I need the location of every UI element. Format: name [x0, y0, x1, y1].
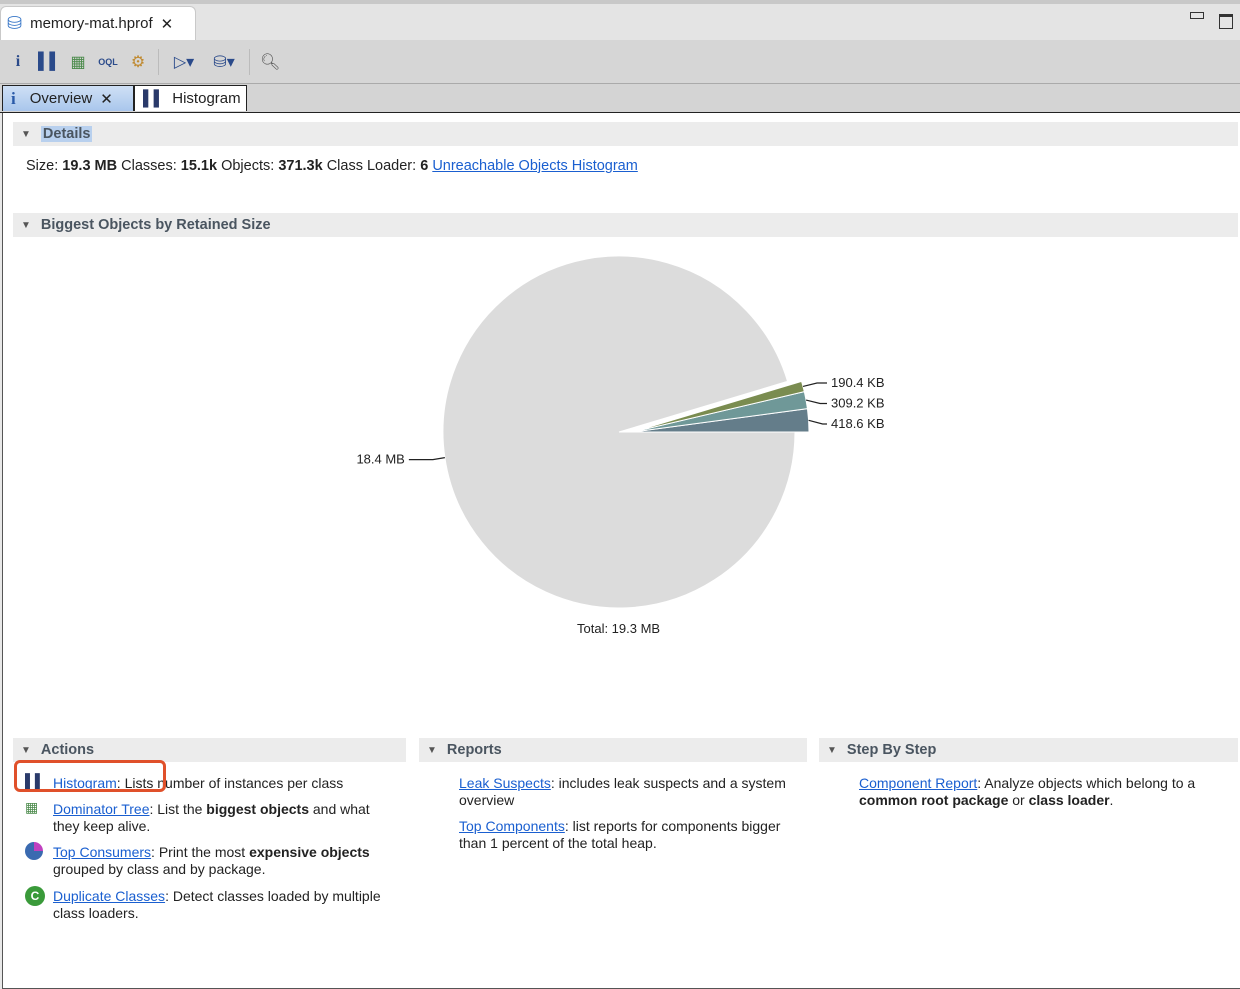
section-title: Biggest Objects by Retained Size — [40, 217, 271, 233]
info-icon[interactable]: i — [15, 52, 21, 70]
editor-tabs: i Overview ✕ ▌▌ Histogram — [0, 84, 1240, 113]
tab-overview[interactable]: i Overview ✕ — [2, 85, 134, 111]
pie-leader-line — [408, 457, 445, 461]
info-icon: i — [11, 88, 16, 108]
pie-chart: 418.6 KB 309.2 KB 190.4 KB 18.4 MB — [356, 255, 885, 609]
pie-slice — [442, 255, 796, 609]
collapse-triangle-icon[interactable]: ▼ — [21, 219, 31, 231]
step-by-step-header[interactable]: ▼ Step By Step — [819, 738, 1238, 762]
pie-leader-line — [802, 382, 827, 388]
section-title: Details — [40, 126, 93, 142]
histogram-icon[interactable]: ▌▌ — [38, 52, 61, 70]
top-consumers-link[interactable]: Top Consumers — [53, 844, 152, 860]
toolbar-separator — [249, 48, 250, 75]
heap-dump-dropdown-icon[interactable]: ⛁▾ — [213, 53, 235, 71]
minimize-button[interactable] — [1190, 12, 1204, 19]
actions-header[interactable]: ▼ Actions — [13, 738, 406, 762]
biggest-objects-header[interactable]: ▼ Biggest Objects by Retained Size — [13, 213, 1238, 237]
action-top-consumers: Top Consumers: Print the most expensive … — [25, 842, 398, 878]
collapse-triangle-icon[interactable]: ▼ — [427, 744, 437, 756]
toolbar-separator — [158, 48, 159, 75]
maximize-button[interactable] — [1219, 14, 1233, 29]
pie-leader-line — [808, 419, 827, 425]
dominator-tree-link[interactable]: Dominator Tree — [53, 801, 150, 817]
file-tab[interactable]: ⛁ memory-mat.hprof ✕ — [0, 6, 196, 40]
reports-header[interactable]: ▼ Reports — [419, 738, 807, 762]
tab-histogram[interactable]: ▌▌ Histogram — [134, 85, 247, 111]
collapse-triangle-icon[interactable]: ▼ — [21, 128, 31, 140]
pie-total-label: Total: 19.3 MB — [577, 621, 661, 636]
unreachable-objects-link[interactable]: Unreachable Objects Histogram — [432, 158, 638, 174]
pie-slice-label: 309.2 KB — [831, 396, 885, 411]
toolbar: i ▌▌ ▦ OQL ⚙ ▷▾ ⛁▾ 🔍︎ — [0, 40, 1240, 84]
tab-label: Histogram — [172, 90, 241, 107]
search-icon[interactable]: 🔍︎ — [260, 53, 281, 71]
database-icon: ⛁ — [7, 13, 23, 33]
file-tab-bar — [0, 4, 1240, 40]
close-icon[interactable]: ✕ — [160, 15, 174, 33]
overview-content: ▼ Details Size: 19.3 MB Classes: 15.1k O… — [2, 113, 1240, 989]
top-components-link[interactable]: Top Components — [459, 818, 565, 834]
duplicate-classes-link[interactable]: Duplicate Classes — [53, 888, 166, 904]
file-tab-label: memory-mat.hprof — [30, 15, 153, 32]
duplicate-classes-icon: C — [25, 886, 45, 906]
pie-slice-label: 418.6 KB — [831, 416, 885, 431]
gears-icon[interactable]: ⚙ — [130, 53, 146, 71]
component-report-link[interactable]: Component Report — [859, 775, 978, 791]
report-dropdown-icon[interactable]: ▷▾ — [173, 53, 195, 71]
tab-label: Overview — [29, 90, 93, 107]
histogram-link[interactable]: Histogram — [53, 775, 117, 791]
step-component-report: Component Report: Analyze objects which … — [859, 775, 1196, 808]
action-dominator-tree: ▦ Dominator Tree: List the biggest objec… — [25, 799, 370, 834]
pie-chart-icon — [25, 842, 43, 860]
details-header[interactable]: ▼ Details — [13, 122, 1238, 146]
window-top-border — [0, 0, 1240, 4]
collapse-triangle-icon[interactable]: ▼ — [827, 744, 837, 756]
histogram-icon: ▌▌ — [25, 773, 45, 789]
action-duplicate-classes: C Duplicate Classes: Detect classes load… — [25, 886, 398, 922]
pie-slice-label: 190.4 KB — [831, 375, 885, 390]
dominator-tree-icon[interactable]: ▦ — [70, 53, 86, 71]
collapse-triangle-icon[interactable]: ▼ — [21, 744, 31, 756]
histogram-icon: ▌▌ — [143, 90, 165, 107]
details-line: Size: 19.3 MB Classes: 15.1k Objects: 37… — [26, 158, 638, 174]
pie-slice-label: 18.4 MB — [356, 452, 404, 467]
leak-suspects-link[interactable]: Leak Suspects — [459, 775, 551, 791]
action-histogram: ▌▌ Histogram: Lists number of instances … — [25, 773, 344, 791]
report-top-components: Top Components: list reports for compone… — [459, 818, 781, 851]
dominator-tree-icon: ▦ — [25, 799, 39, 815]
pie-leader-line — [805, 399, 827, 405]
report-leak-suspects: Leak Suspects: includes leak suspects an… — [459, 775, 786, 808]
oql-icon[interactable]: OQL — [98, 56, 118, 67]
highlight-box — [14, 760, 166, 792]
close-icon[interactable]: ✕ — [100, 90, 113, 108]
